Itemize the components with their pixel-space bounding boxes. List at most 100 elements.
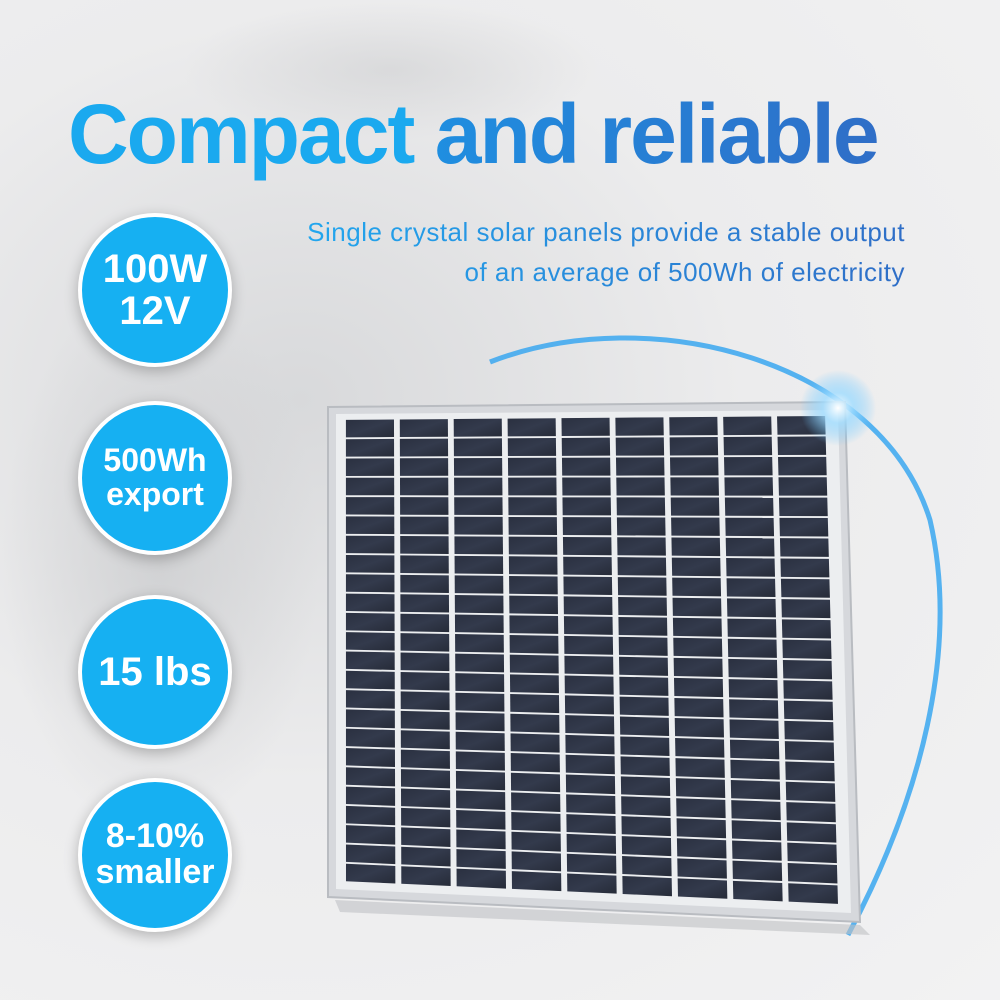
- light-flare: [800, 370, 876, 446]
- solar-cell: [566, 814, 616, 834]
- solar-cell: [563, 556, 612, 576]
- solar-cell: [400, 516, 449, 535]
- panel-shadow: [335, 900, 870, 935]
- solar-cell: [345, 651, 395, 670]
- solar-cell: [671, 557, 721, 577]
- solar-cell: [510, 753, 560, 773]
- headline-part1: Compact: [68, 87, 415, 181]
- solar-cell: [345, 535, 395, 554]
- solar-cell: [345, 747, 396, 768]
- solar-cell: [615, 457, 665, 476]
- solar-cell: [617, 577, 667, 596]
- solar-cell: [345, 670, 395, 690]
- solar-cell: [509, 615, 559, 634]
- solar-cell: [782, 639, 832, 659]
- solar-cell: [564, 655, 614, 675]
- solar-cell: [399, 477, 449, 496]
- solar-cell: [619, 716, 670, 736]
- solar-cell: [562, 497, 612, 516]
- solar-cell: [401, 807, 451, 828]
- solar-cell: [730, 779, 781, 800]
- solar-cell: [509, 674, 559, 694]
- solar-cell: [729, 699, 779, 719]
- solar-cell: [454, 497, 503, 516]
- solar-cell: [676, 838, 727, 859]
- solar-cell: [565, 715, 615, 735]
- solar-cell: [456, 868, 507, 889]
- solar-cell: [785, 781, 836, 802]
- solar-cell: [345, 728, 395, 748]
- solar-cell: [400, 574, 449, 594]
- solar-cell: [508, 516, 558, 536]
- solar-cell: [779, 538, 829, 557]
- solar-cell: [675, 758, 725, 778]
- solar-cell: [345, 612, 395, 632]
- solar-cell: [454, 536, 503, 555]
- solar-cell: [508, 556, 558, 575]
- solar-cell: [675, 738, 725, 758]
- solar-cell: [561, 437, 611, 456]
- solar-cell: [673, 637, 723, 657]
- solar-cell: [727, 618, 777, 638]
- badge-export: 500Wh export: [78, 401, 232, 555]
- solar-cell: [780, 578, 830, 598]
- solar-cell: [618, 616, 668, 636]
- solar-cell: [732, 840, 782, 861]
- solar-cell: [620, 756, 670, 777]
- solar-cell: [400, 497, 449, 515]
- solar-cell: [677, 858, 727, 879]
- solar-cell: [564, 675, 614, 695]
- subtitle-line2: of an average of 500Wh of electricity: [307, 252, 905, 292]
- solar-cell: [669, 437, 719, 456]
- solar-cell: [616, 517, 666, 536]
- solar-cell: [729, 719, 779, 740]
- solar-cell: [675, 778, 726, 798]
- solar-cell: [786, 822, 837, 843]
- solar-cell: [565, 774, 616, 795]
- badge-line: smaller: [95, 853, 215, 891]
- solar-cell: [345, 438, 395, 457]
- solar-cell: [616, 497, 666, 516]
- solar-cell: [778, 497, 828, 517]
- solar-cell: [562, 517, 612, 536]
- solar-cell: [618, 636, 668, 656]
- solar-cell: [453, 418, 502, 437]
- solar-cell: [620, 776, 671, 797]
- solar-cell: [725, 517, 775, 537]
- solar-cell: [781, 619, 831, 639]
- solar-cell: [621, 816, 671, 837]
- subtitle-line1: Single crystal solar panels provide a st…: [307, 212, 905, 252]
- solar-cell: [622, 856, 672, 877]
- solar-cell: [399, 438, 449, 457]
- solar-cell: [726, 598, 776, 618]
- solar-cell: [786, 802, 836, 823]
- solar-cell: [508, 497, 557, 516]
- solar-cell: [511, 871, 562, 892]
- solar-cell: [345, 632, 395, 651]
- solar-cell: [455, 673, 505, 692]
- solar-cell: [563, 616, 613, 635]
- solar-cell: [674, 697, 724, 718]
- solar-cell: [509, 654, 559, 674]
- solar-cell: [727, 638, 777, 658]
- solar-cell: [454, 477, 503, 496]
- subtitle: Single crystal solar panels provide a st…: [307, 212, 905, 292]
- badge-line: 100W: [102, 247, 208, 291]
- solar-cell: [345, 497, 395, 515]
- badge-power: 100W 12V: [78, 213, 232, 367]
- solar-cell: [400, 633, 450, 652]
- badge-line: export: [106, 476, 204, 512]
- badge-line: 8-10%: [105, 817, 205, 856]
- solar-cell: [400, 769, 451, 789]
- solar-cell: [509, 575, 558, 595]
- solar-cell: [778, 456, 827, 476]
- solar-cell: [453, 438, 503, 457]
- solar-cell: [510, 772, 561, 793]
- solar-cell: [672, 577, 722, 597]
- solar-cell: [616, 477, 665, 496]
- solar-cell: [561, 457, 611, 476]
- solar-cell: [615, 437, 665, 456]
- solar-cell: [784, 741, 835, 762]
- solar-cell: [400, 594, 450, 613]
